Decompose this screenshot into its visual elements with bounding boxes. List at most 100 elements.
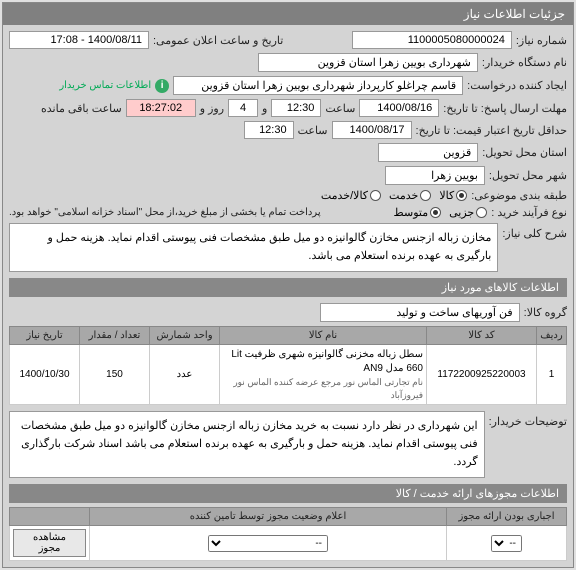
radio-dot-icon [476,207,487,218]
min-valid-label: حداقل تاریخ اعتبار قیمت: تا تاریخ: [416,124,567,137]
days-label: روز و [200,102,224,115]
td-name-l1: سطل زباله مخزنی گالوانیزه شهری ظرفیت Lit… [223,348,423,376]
row-main-desc: شرح کلی نیاز: مخازن زباله ازجنس مخازن گا… [9,223,567,272]
table-row: 1 1172200925220003 سطل زباله مخزنی گالوا… [10,345,567,405]
td-date: 1400/10/30 [10,345,80,405]
auth-required-select[interactable]: -- [491,535,522,552]
row-min-valid: حداقل تاریخ اعتبار قیمت: تا تاریخ: 1400/… [9,121,567,139]
min-valid-time: 12:30 [244,121,294,139]
province-label: استان محل تحویل: [482,146,567,159]
auth-table-body: -- -- مشاهده مجوز [10,526,567,561]
deadline-label: مهلت ارسال پاسخ: تا تاریخ: [443,102,567,115]
category-label: طبقه بندی موضوعی: [471,189,567,202]
table-head: ردیف کد کالا نام کالا واحد شمارش تعداد /… [10,327,567,345]
main-header: جزئیات اطلاعات نیاز [3,3,573,25]
td-name: سطل زباله مخزنی گالوانیزه شهری ظرفیت Lit… [220,345,427,405]
td-auth-status: -- [90,526,447,561]
province-value: قزوین [378,143,478,162]
auth-status-select[interactable]: -- [208,535,328,552]
radio-mid-label: متوسط [394,206,429,219]
radio-dot-icon [420,190,431,201]
requester-label: ایجاد کننده درخواست: [467,79,567,92]
row-city: شهر محل تحویل: بویین زهرا [9,166,567,185]
th-qty: تعداد / مقدار [80,327,150,345]
td-idx: 1 [537,345,567,405]
main-panel: جزئیات اطلاعات نیاز شماره نیاز: 11000050… [2,2,574,568]
buyer-org-label: نام دستگاه خریدار: [482,56,567,69]
city-value: بویین زهرا [385,166,485,185]
deadline-time-label: ساعت [325,102,355,115]
radio-service[interactable]: خدمت [389,189,431,202]
td-auth-required: -- [447,526,567,561]
min-valid-time-label: ساعت [298,124,328,137]
auth-header: اطلاعات مجوزهای ارائه خدمت / کالا [9,484,567,503]
goods-group-value: فن آوریهای ساخت و تولید [320,303,520,322]
category-radio-group: کالا خدمت کالا/خدمت [321,189,467,202]
auth-row: -- -- مشاهده مجوز [10,526,567,561]
th-auth-empty [10,508,90,526]
td-qty: 150 [80,345,150,405]
radio-dot-icon [430,207,441,218]
radio-both[interactable]: کالا/خدمت [321,189,381,202]
row-location: استان محل تحویل: قزوین [9,143,567,162]
deadline-date: 1400/08/16 [359,99,439,117]
buyer-notes-label: توضیحات خریدار: [489,411,567,428]
requester-value: قاسم چراغلو کارپرداز شهرداری بویین زهرا … [173,76,463,95]
main-desc-label: شرح کلی نیاز: [502,223,567,240]
main-desc-value: مخازن زباله ازجنس مخازن گالوانیزه دو میل… [9,223,498,272]
goods-table: ردیف کد کالا نام کالا واحد شمارش تعداد /… [9,326,567,405]
need-number-label: شماره نیاز: [516,34,567,47]
th-code: کد کالا [427,327,537,345]
info-icon: i [155,79,169,93]
process-radio-group: جزیی متوسط [394,206,488,219]
buyer-notes-value: این شهرداری در نظر دارد نسبت به خرید مخا… [9,411,485,478]
td-unit: عدد [150,345,220,405]
buyer-org-value: شهرداری بویین زهرا استان قزوین [258,53,478,72]
row-goods-group: گروه کالا: فن آوریهای ساخت و تولید [9,303,567,322]
table-body: 1 1172200925220003 سطل زباله مخزنی گالوا… [10,345,567,405]
row-category: طبقه بندی موضوعی: کالا خدمت کالا/خدمت [9,189,567,202]
row-buy-process: نوع فرآیند خرید : جزیی متوسط پرداخت تمام… [9,206,567,219]
and-label: و [262,102,267,115]
min-valid-date: 1400/08/17 [332,121,412,139]
row-buyer-notes: توضیحات خریدار: این شهرداری در نظر دارد … [9,411,567,478]
td-auth-btn: مشاهده مجوز [10,526,90,561]
main-body: شماره نیاز: 1100005080000024 تاریخ و ساع… [3,25,573,567]
days-count: 4 [228,99,258,117]
row-need-number: شماره نیاز: 1100005080000024 تاریخ و ساع… [9,31,567,49]
radio-dot-icon [456,190,467,201]
radio-service-label: خدمت [389,189,418,202]
th-date: تاریخ نیاز [10,327,80,345]
auth-table: اجباری بودن ارائه مجوز اعلام وضعیت مجوز … [9,507,567,561]
announce-label: تاریخ و ساعت اعلان عمومی: [153,34,283,47]
radio-goods-label: کالا [439,189,454,202]
row-buyer-org: نام دستگاه خریدار: شهرداری بویین زهرا اس… [9,53,567,72]
th-unit: واحد شمارش [150,327,220,345]
radio-low-label: جزیی [449,206,474,219]
goods-info-header: اطلاعات کالاهای مورد نیاز [9,278,567,297]
radio-both-label: کالا/خدمت [321,189,368,202]
radio-dot-icon [370,190,381,201]
row-deadline: مهلت ارسال پاسخ: تا تاریخ: 1400/08/16 سا… [9,99,567,117]
remain-time: 18:27:02 [126,99,196,117]
view-auth-button[interactable]: مشاهده مجوز [13,529,86,557]
remain-label: ساعت باقی مانده [41,102,122,115]
td-name-l2: نام تجارتی الماس نور مرجع عرضه کننده الم… [223,376,423,401]
auth-header-row: اجباری بودن ارائه مجوز اعلام وضعیت مجوز … [10,508,567,526]
radio-goods[interactable]: کالا [439,189,467,202]
th-auth-sub: اعلام وضعیت مجوز توسط تامین کننده [90,508,447,526]
th-auth-required: اجباری بودن ارائه مجوز [447,508,567,526]
th-idx: ردیف [537,327,567,345]
payment-note: پرداخت تمام یا بخشی از مبلغ خرید،از محل … [9,207,321,218]
need-number-value: 1100005080000024 [352,31,512,49]
radio-mid[interactable]: متوسط [394,206,442,219]
buy-process-label: نوع فرآیند خرید : [491,206,567,219]
contact-link[interactable]: اطلاعات تماس خریدار [59,80,151,91]
radio-low[interactable]: جزیی [449,206,487,219]
announce-value: 1400/08/11 - 17:08 [9,31,149,49]
table-header-row: ردیف کد کالا نام کالا واحد شمارش تعداد /… [10,327,567,345]
goods-group-label: گروه کالا: [524,306,567,319]
deadline-time: 12:30 [271,99,321,117]
city-label: شهر محل تحویل: [489,169,567,182]
th-name: نام کالا [220,327,427,345]
